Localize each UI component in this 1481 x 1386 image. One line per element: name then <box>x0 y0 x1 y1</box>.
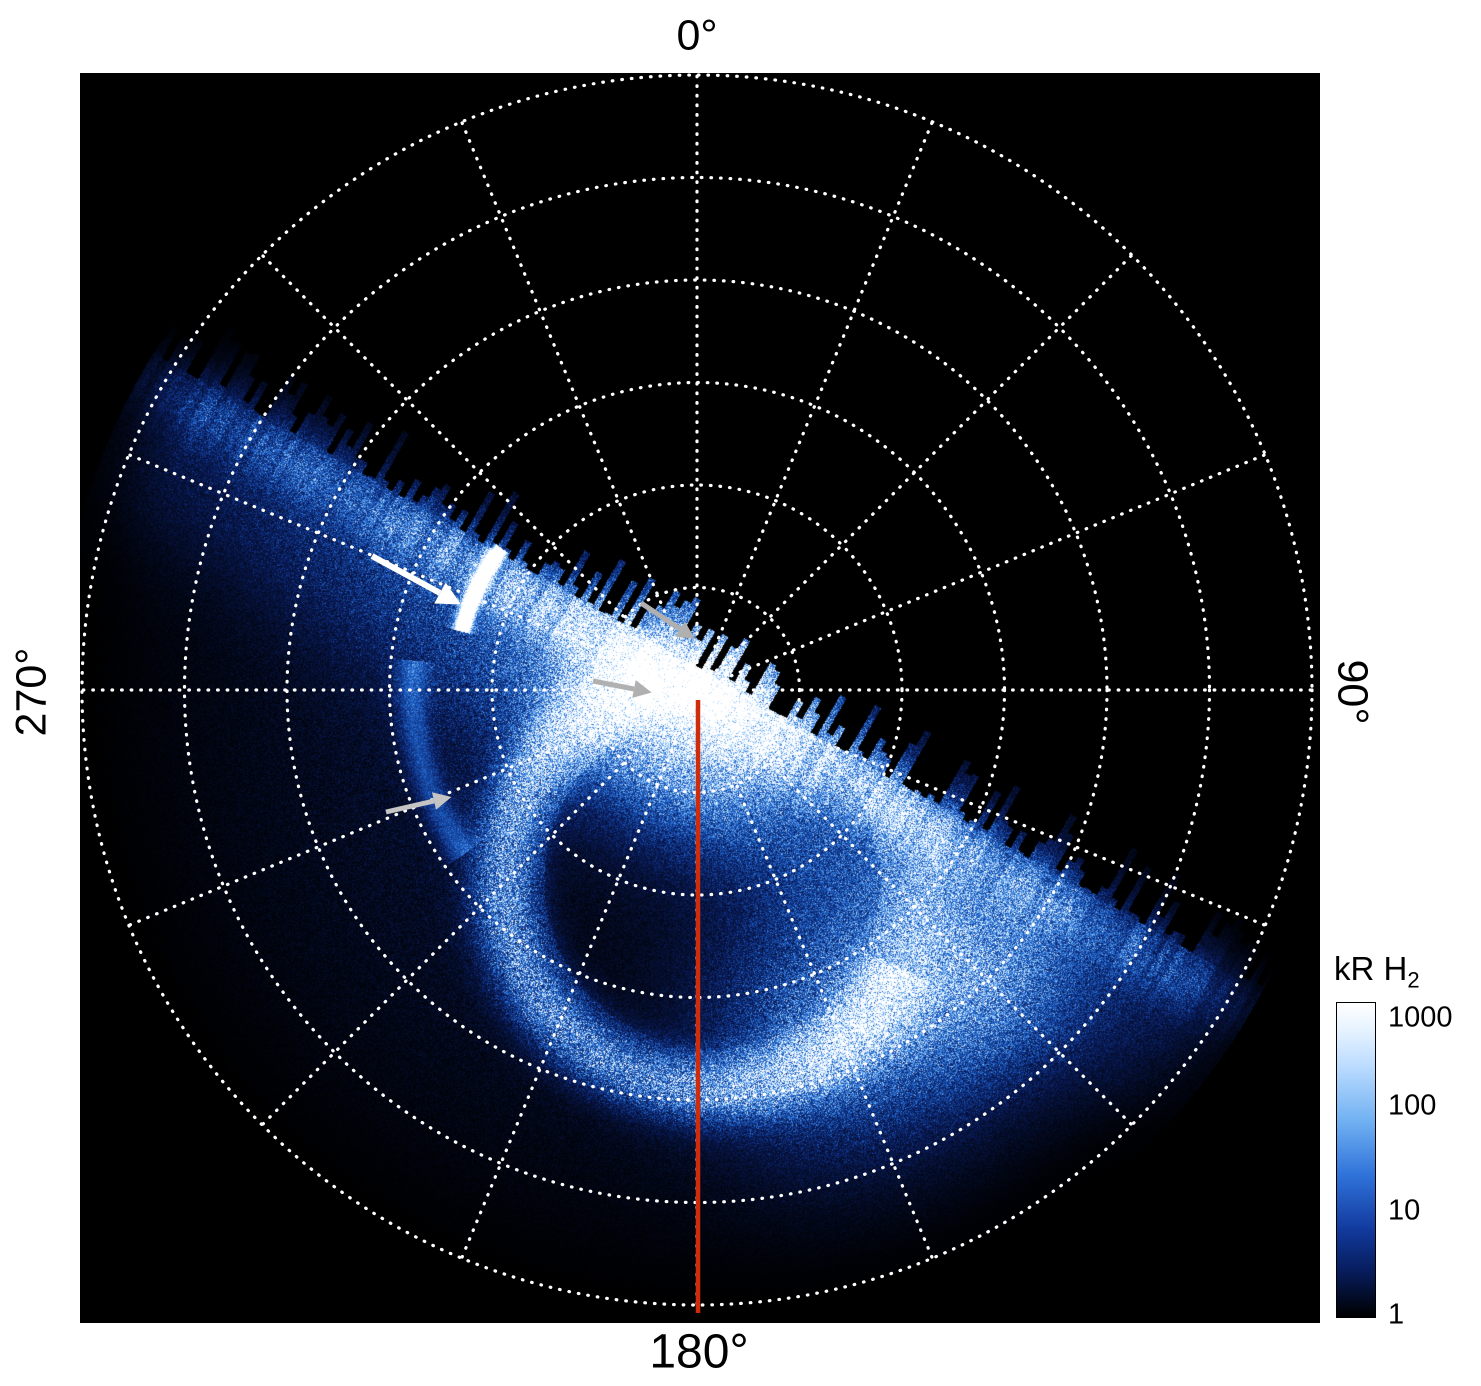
grid-radial-line <box>702 705 934 1260</box>
colorbar-title: kR H2 <box>1334 950 1420 994</box>
colorbar-gradient-bar <box>1336 1002 1376 1318</box>
polar-plot-area <box>80 73 1320 1323</box>
gray-arrow-lower-shaft <box>385 798 435 815</box>
white-arrow-shaft <box>370 553 442 596</box>
colorbar-tick-label: 10 <box>1388 1194 1421 1227</box>
white-arrow-head <box>434 582 462 605</box>
grid-annotation-overlay <box>80 73 1314 1313</box>
colorbar-tick-label: 100 <box>1388 1089 1437 1122</box>
grid-radial-line <box>712 453 1267 685</box>
gray-arrow-upper-head <box>675 621 695 639</box>
pole-marker <box>688 678 710 700</box>
grid-radial-line <box>260 701 686 1127</box>
colorbar-title-subscript: 2 <box>1407 967 1420 993</box>
gray-arrow-middle-shaft <box>592 678 635 692</box>
colorbar-tick-label: 1000 <box>1388 1001 1453 1034</box>
gray-arrow-upper-shaft <box>639 600 682 632</box>
angle-label-0: 0° <box>676 11 718 60</box>
grid-radial-line <box>702 120 934 675</box>
grid-radial-line <box>712 695 1267 927</box>
grid-radial-line <box>460 120 692 675</box>
angle-label-90: 90° <box>1328 659 1377 725</box>
colorbar-tick-label: 1 <box>1388 1298 1405 1331</box>
gray-arrow-lower-head <box>431 792 452 810</box>
grid-radial-line <box>260 253 686 679</box>
grid-ring <box>490 483 904 897</box>
colorbar: kR H2 1000 100 10 1 <box>1330 950 1481 1330</box>
angle-label-270: 270° <box>7 647 56 737</box>
angle-label-180: 180° <box>649 1325 749 1379</box>
gray-arrow-middle-head <box>632 680 652 698</box>
grid-radial-line <box>127 695 682 927</box>
grid-radial-line <box>460 705 692 1260</box>
grid-radial-line <box>708 701 1134 1127</box>
colorbar-title-text: kR H <box>1334 950 1408 987</box>
grid-ring <box>592 585 802 795</box>
grid-radial-line <box>127 453 682 685</box>
grid-radial-line <box>708 253 1134 679</box>
